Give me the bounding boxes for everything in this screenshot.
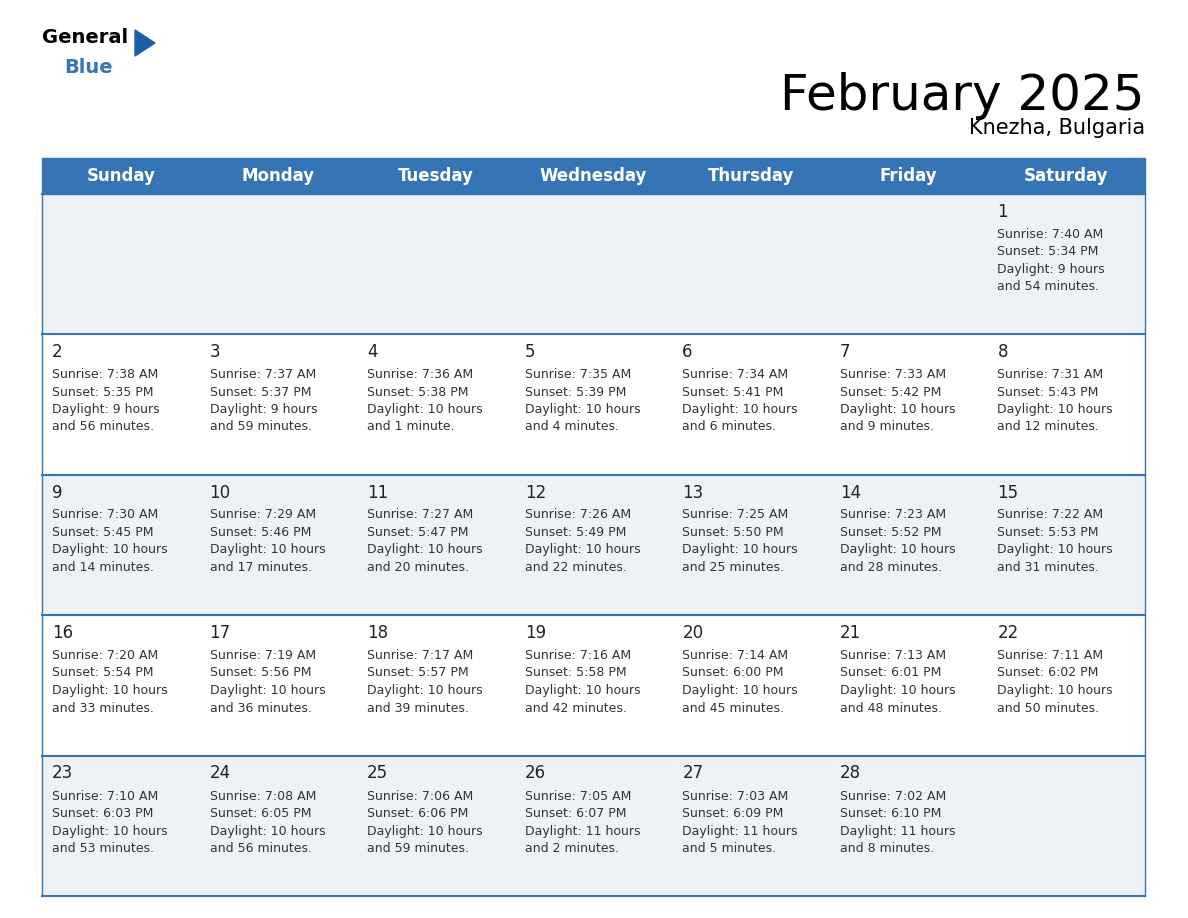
- Text: Sunrise: 7:31 AM
Sunset: 5:43 PM
Daylight: 10 hours
and 12 minutes.: Sunrise: 7:31 AM Sunset: 5:43 PM Dayligh…: [998, 368, 1113, 433]
- Text: Sunrise: 7:26 AM
Sunset: 5:49 PM
Daylight: 10 hours
and 22 minutes.: Sunrise: 7:26 AM Sunset: 5:49 PM Dayligh…: [525, 509, 640, 574]
- Text: Sunrise: 7:27 AM
Sunset: 5:47 PM
Daylight: 10 hours
and 20 minutes.: Sunrise: 7:27 AM Sunset: 5:47 PM Dayligh…: [367, 509, 482, 574]
- Text: Sunrise: 7:11 AM
Sunset: 6:02 PM
Daylight: 10 hours
and 50 minutes.: Sunrise: 7:11 AM Sunset: 6:02 PM Dayligh…: [998, 649, 1113, 714]
- Text: Sunrise: 7:03 AM
Sunset: 6:09 PM
Daylight: 11 hours
and 5 minutes.: Sunrise: 7:03 AM Sunset: 6:09 PM Dayligh…: [682, 789, 798, 855]
- Text: Sunrise: 7:33 AM
Sunset: 5:42 PM
Daylight: 10 hours
and 9 minutes.: Sunrise: 7:33 AM Sunset: 5:42 PM Dayligh…: [840, 368, 955, 433]
- Text: 5: 5: [525, 343, 536, 361]
- Text: Sunrise: 7:30 AM
Sunset: 5:45 PM
Daylight: 10 hours
and 14 minutes.: Sunrise: 7:30 AM Sunset: 5:45 PM Dayligh…: [52, 509, 168, 574]
- Text: 7: 7: [840, 343, 851, 361]
- Text: Sunrise: 7:13 AM
Sunset: 6:01 PM
Daylight: 10 hours
and 48 minutes.: Sunrise: 7:13 AM Sunset: 6:01 PM Dayligh…: [840, 649, 955, 714]
- Text: Monday: Monday: [242, 167, 315, 185]
- Text: 8: 8: [998, 343, 1007, 361]
- Text: 13: 13: [682, 484, 703, 501]
- Text: General: General: [42, 28, 128, 47]
- Text: 4: 4: [367, 343, 378, 361]
- Text: 28: 28: [840, 765, 861, 782]
- Text: 2: 2: [52, 343, 63, 361]
- Text: 15: 15: [998, 484, 1018, 501]
- Text: 14: 14: [840, 484, 861, 501]
- Text: Sunrise: 7:40 AM
Sunset: 5:34 PM
Daylight: 9 hours
and 54 minutes.: Sunrise: 7:40 AM Sunset: 5:34 PM Dayligh…: [998, 228, 1105, 293]
- Text: Sunrise: 7:22 AM
Sunset: 5:53 PM
Daylight: 10 hours
and 31 minutes.: Sunrise: 7:22 AM Sunset: 5:53 PM Dayligh…: [998, 509, 1113, 574]
- Text: Sunday: Sunday: [87, 167, 156, 185]
- Text: Sunrise: 7:38 AM
Sunset: 5:35 PM
Daylight: 9 hours
and 56 minutes.: Sunrise: 7:38 AM Sunset: 5:35 PM Dayligh…: [52, 368, 159, 433]
- Text: 27: 27: [682, 765, 703, 782]
- Text: Saturday: Saturday: [1024, 167, 1108, 185]
- Text: Sunrise: 7:14 AM
Sunset: 6:00 PM
Daylight: 10 hours
and 45 minutes.: Sunrise: 7:14 AM Sunset: 6:00 PM Dayligh…: [682, 649, 798, 714]
- Text: 24: 24: [209, 765, 230, 782]
- Text: Sunrise: 7:16 AM
Sunset: 5:58 PM
Daylight: 10 hours
and 42 minutes.: Sunrise: 7:16 AM Sunset: 5:58 PM Dayligh…: [525, 649, 640, 714]
- Text: Sunrise: 7:29 AM
Sunset: 5:46 PM
Daylight: 10 hours
and 17 minutes.: Sunrise: 7:29 AM Sunset: 5:46 PM Dayligh…: [209, 509, 326, 574]
- Text: 1: 1: [998, 203, 1009, 220]
- Text: 6: 6: [682, 343, 693, 361]
- Bar: [42, 194, 1145, 334]
- Text: 12: 12: [525, 484, 546, 501]
- Text: 19: 19: [525, 624, 545, 642]
- Bar: [42, 615, 1145, 756]
- Text: Wednesday: Wednesday: [539, 167, 647, 185]
- Text: 16: 16: [52, 624, 74, 642]
- Text: 20: 20: [682, 624, 703, 642]
- Text: Blue: Blue: [64, 58, 113, 77]
- Bar: [42, 756, 1145, 896]
- Text: Knezha, Bulgaria: Knezha, Bulgaria: [969, 118, 1145, 138]
- Text: Sunrise: 7:25 AM
Sunset: 5:50 PM
Daylight: 10 hours
and 25 minutes.: Sunrise: 7:25 AM Sunset: 5:50 PM Dayligh…: [682, 509, 798, 574]
- Text: 9: 9: [52, 484, 63, 501]
- Text: Sunrise: 7:02 AM
Sunset: 6:10 PM
Daylight: 11 hours
and 8 minutes.: Sunrise: 7:02 AM Sunset: 6:10 PM Dayligh…: [840, 789, 955, 855]
- Text: Thursday: Thursday: [708, 167, 795, 185]
- Text: Sunrise: 7:35 AM
Sunset: 5:39 PM
Daylight: 10 hours
and 4 minutes.: Sunrise: 7:35 AM Sunset: 5:39 PM Dayligh…: [525, 368, 640, 433]
- Text: Sunrise: 7:34 AM
Sunset: 5:41 PM
Daylight: 10 hours
and 6 minutes.: Sunrise: 7:34 AM Sunset: 5:41 PM Dayligh…: [682, 368, 798, 433]
- Text: Tuesday: Tuesday: [398, 167, 474, 185]
- Bar: [42, 334, 1145, 475]
- Text: February 2025: February 2025: [781, 72, 1145, 120]
- Text: 21: 21: [840, 624, 861, 642]
- Text: 22: 22: [998, 624, 1018, 642]
- Text: 11: 11: [367, 484, 388, 501]
- Text: 25: 25: [367, 765, 388, 782]
- Bar: [42, 158, 1145, 194]
- Text: Sunrise: 7:20 AM
Sunset: 5:54 PM
Daylight: 10 hours
and 33 minutes.: Sunrise: 7:20 AM Sunset: 5:54 PM Dayligh…: [52, 649, 168, 714]
- Text: 18: 18: [367, 624, 388, 642]
- Text: Sunrise: 7:19 AM
Sunset: 5:56 PM
Daylight: 10 hours
and 36 minutes.: Sunrise: 7:19 AM Sunset: 5:56 PM Dayligh…: [209, 649, 326, 714]
- Text: Sunrise: 7:05 AM
Sunset: 6:07 PM
Daylight: 11 hours
and 2 minutes.: Sunrise: 7:05 AM Sunset: 6:07 PM Dayligh…: [525, 789, 640, 855]
- Text: Sunrise: 7:08 AM
Sunset: 6:05 PM
Daylight: 10 hours
and 56 minutes.: Sunrise: 7:08 AM Sunset: 6:05 PM Dayligh…: [209, 789, 326, 855]
- Text: Sunrise: 7:37 AM
Sunset: 5:37 PM
Daylight: 9 hours
and 59 minutes.: Sunrise: 7:37 AM Sunset: 5:37 PM Dayligh…: [209, 368, 317, 433]
- Bar: [42, 475, 1145, 615]
- Text: 3: 3: [209, 343, 220, 361]
- Text: 10: 10: [209, 484, 230, 501]
- Text: 26: 26: [525, 765, 545, 782]
- Text: Sunrise: 7:17 AM
Sunset: 5:57 PM
Daylight: 10 hours
and 39 minutes.: Sunrise: 7:17 AM Sunset: 5:57 PM Dayligh…: [367, 649, 482, 714]
- Text: Sunrise: 7:10 AM
Sunset: 6:03 PM
Daylight: 10 hours
and 53 minutes.: Sunrise: 7:10 AM Sunset: 6:03 PM Dayligh…: [52, 789, 168, 855]
- Text: 23: 23: [52, 765, 74, 782]
- Text: Sunrise: 7:36 AM
Sunset: 5:38 PM
Daylight: 10 hours
and 1 minute.: Sunrise: 7:36 AM Sunset: 5:38 PM Dayligh…: [367, 368, 482, 433]
- Polygon shape: [135, 30, 154, 56]
- Text: 17: 17: [209, 624, 230, 642]
- Text: Sunrise: 7:06 AM
Sunset: 6:06 PM
Daylight: 10 hours
and 59 minutes.: Sunrise: 7:06 AM Sunset: 6:06 PM Dayligh…: [367, 789, 482, 855]
- Text: Sunrise: 7:23 AM
Sunset: 5:52 PM
Daylight: 10 hours
and 28 minutes.: Sunrise: 7:23 AM Sunset: 5:52 PM Dayligh…: [840, 509, 955, 574]
- Text: Friday: Friday: [880, 167, 937, 185]
